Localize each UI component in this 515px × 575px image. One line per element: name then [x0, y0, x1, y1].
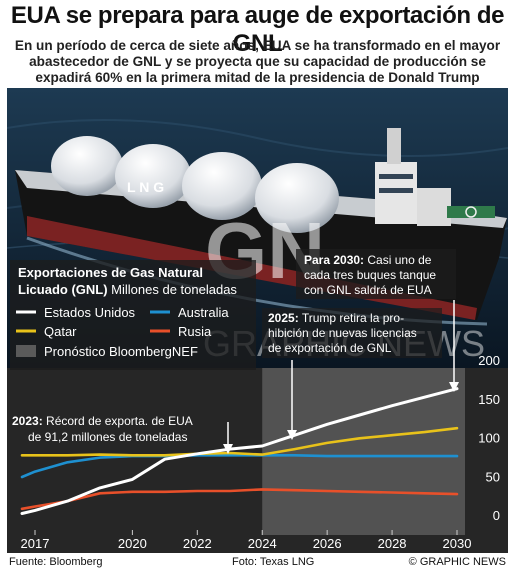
legend-label-us: Estados Unidos — [44, 305, 136, 320]
annotation-2025-text: Trump retira la pro- — [302, 311, 404, 325]
annotation-2023-lead: 2023: — [12, 414, 43, 428]
annotation-2025-line2: hibición de nuevas licencias — [268, 326, 417, 340]
annotation-2023-line2: de 91,2 millones de toneladas — [28, 430, 187, 444]
annotation-2030-text: Casi uno de — [367, 253, 431, 267]
subheadline: En un período de cerca de siete años, EU… — [14, 38, 501, 85]
ship-hull-lettering: L N G — [127, 179, 164, 195]
chart-subtitle: Licuado (GNL) Millones de toneladas — [18, 282, 237, 297]
source-note: Fuente: Bloomberg — [9, 556, 103, 568]
legend-label-qatar: Qatar — [44, 324, 77, 339]
annotation-2030-arrowhead — [449, 382, 459, 392]
x-tick-label: 2020 — [118, 536, 147, 551]
annotation-2023-text: Récord de exporta. de EUA — [46, 414, 193, 428]
annotation-2030-lead: Para 2030: — [304, 253, 364, 267]
x-tick-label: 2022 — [183, 536, 212, 551]
y-tick-label: 0 — [493, 508, 500, 523]
x-tick-label: 2017 — [21, 536, 50, 551]
chart-unit: Millones de toneladas — [111, 282, 237, 297]
annotation-2023-arrowhead — [223, 444, 233, 454]
annotation-2025-line1: 2025: Trump retira la pro- — [268, 311, 404, 325]
x-tick-label: 2026 — [313, 536, 342, 551]
annotation-2025-lead: 2025: — [268, 311, 299, 325]
legend-label-forecast: Pronóstico BloombergNEF — [44, 344, 198, 359]
annotation-2030-line2: cada tres buques tanque — [304, 268, 436, 282]
x-tick-label: 2024 — [248, 536, 277, 551]
photo-credit: Foto: Texas LNG — [232, 556, 315, 568]
legend-label-russia: Rusia — [178, 324, 212, 339]
annotation-2030-line1: Para 2030: Casi uno de — [304, 253, 432, 267]
y-tick-label: 100 — [478, 431, 500, 446]
annotation-2030-line3: con GNL saldrá de EUA — [304, 283, 432, 297]
legend-backdrop — [10, 260, 256, 370]
legend-label-australia: Australia — [178, 305, 229, 320]
annotation-2025-line3: de exportación de GNL — [268, 341, 392, 355]
y-tick-label: 150 — [478, 392, 500, 407]
chart-subtitle-bold: Licuado (GNL) — [18, 282, 108, 297]
annotation-2025-backdrop — [262, 308, 442, 358]
copyright-credit: © GRAPHIC NEWS — [408, 556, 506, 568]
annotation-2025-arrowhead — [287, 430, 297, 440]
x-tick-label: 2028 — [378, 536, 407, 551]
annotation-2030-backdrop — [296, 249, 456, 299]
series-line-australia — [20, 453, 459, 479]
headline: EUA se prepara para auge de exportación … — [10, 2, 505, 57]
series-line-qatar — [20, 426, 459, 457]
y-tick-label: 50 — [486, 469, 500, 484]
x-tick-label: 2030 — [443, 536, 472, 551]
y-tick-label: 200 — [478, 353, 500, 368]
annotation-2023-line1: 2023: Récord de exporta. de EUA — [12, 414, 193, 428]
chart-title: Exportaciones de Gas Natural — [18, 265, 203, 280]
legend-swatch-forecast — [16, 345, 36, 357]
series-line-rusia — [20, 488, 459, 511]
